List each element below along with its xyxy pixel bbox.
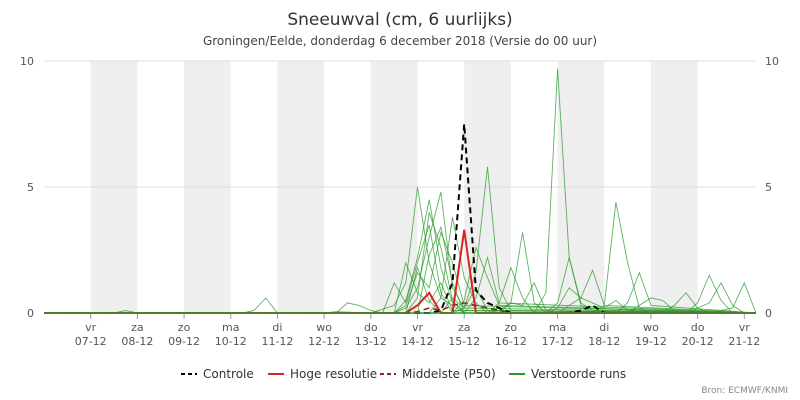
ensemble-run-line [44, 297, 757, 314]
main-series-lines [44, 123, 756, 314]
legend-item[interactable]: Middelste (P50) [380, 367, 496, 381]
x-tick-date: 11-12 [261, 335, 293, 348]
ensemble-lines [44, 68, 757, 314]
legend-item[interactable]: Hoge resolutie [268, 367, 377, 381]
y-tick-label-left: 5 [27, 181, 34, 194]
x-tick-date: 21-12 [728, 335, 760, 348]
x-tick-day: zo [505, 321, 518, 334]
legend-item[interactable]: Controle [181, 367, 254, 381]
credit-text: Bron: ECMWF/KNMI [701, 386, 788, 396]
x-tick-day: za [458, 321, 471, 334]
x-tick-date: 16-12 [495, 335, 527, 348]
x-tick-date: 19-12 [635, 335, 667, 348]
x-tick-day: do [364, 321, 378, 334]
y-tick-label-left: 0 [27, 307, 34, 320]
chart-title: Sneeuwval (cm, 6 uurlijks) [287, 10, 512, 30]
x-axis-ticks: vr07-12za08-12zo09-12ma10-12di11-12wo12-… [75, 313, 760, 348]
ensemble-run-line [44, 230, 757, 314]
x-tick-day: vr [85, 321, 97, 334]
ensemble-run-line [44, 199, 757, 314]
x-tick-date: 13-12 [355, 335, 387, 348]
ensemble-run-line [44, 266, 757, 314]
y-axis-ticks: 0 0 5 5 10 10 [20, 55, 779, 320]
legend-label: Hoge resolutie [290, 367, 377, 381]
y-tick-label-left: 10 [20, 55, 34, 68]
x-tick-day: vr [412, 321, 424, 334]
legend-item[interactable]: Verstoorde runs [509, 367, 626, 381]
x-tick-date: 18-12 [588, 335, 620, 348]
x-tick-date: 14-12 [402, 335, 434, 348]
x-tick-date: 15-12 [448, 335, 480, 348]
x-tick-date: 12-12 [308, 335, 340, 348]
legend[interactable]: Controle Hoge resolutie Middelste (P50) Ver… [181, 367, 626, 381]
chart-subtitle: Groningen/Eelde, donderdag 6 december 20… [203, 34, 597, 48]
x-tick-date: 17-12 [542, 335, 574, 348]
x-tick-day: do [691, 321, 705, 334]
x-tick-day: di [272, 321, 282, 334]
ensemble-run-line [44, 166, 757, 314]
y-tick-label-right: 0 [765, 307, 772, 320]
x-tick-day: wo [643, 321, 659, 334]
x-tick-date: 10-12 [215, 335, 247, 348]
x-tick-day: di [599, 321, 609, 334]
ensemble-run-line [44, 217, 756, 314]
legend-label: Controle [203, 367, 254, 381]
x-tick-date: 07-12 [75, 335, 107, 348]
x-tick-day: ma [222, 321, 239, 334]
x-tick-date: 20-12 [682, 335, 714, 348]
x-tick-day: vr [739, 321, 751, 334]
x-tick-day: wo [316, 321, 332, 334]
legend-label: Middelste (P50) [402, 367, 496, 381]
y-tick-label-right: 10 [765, 55, 779, 68]
x-tick-date: 09-12 [168, 335, 200, 348]
x-tick-day: za [131, 321, 144, 334]
legend-label: Verstoorde runs [531, 367, 626, 381]
x-tick-day: zo [178, 321, 191, 334]
x-tick-day: ma [549, 321, 566, 334]
ensemble-run-line [44, 191, 757, 314]
ensemble-run-line [44, 224, 756, 314]
x-tick-date: 08-12 [121, 335, 153, 348]
y-tick-label-right: 5 [765, 181, 772, 194]
